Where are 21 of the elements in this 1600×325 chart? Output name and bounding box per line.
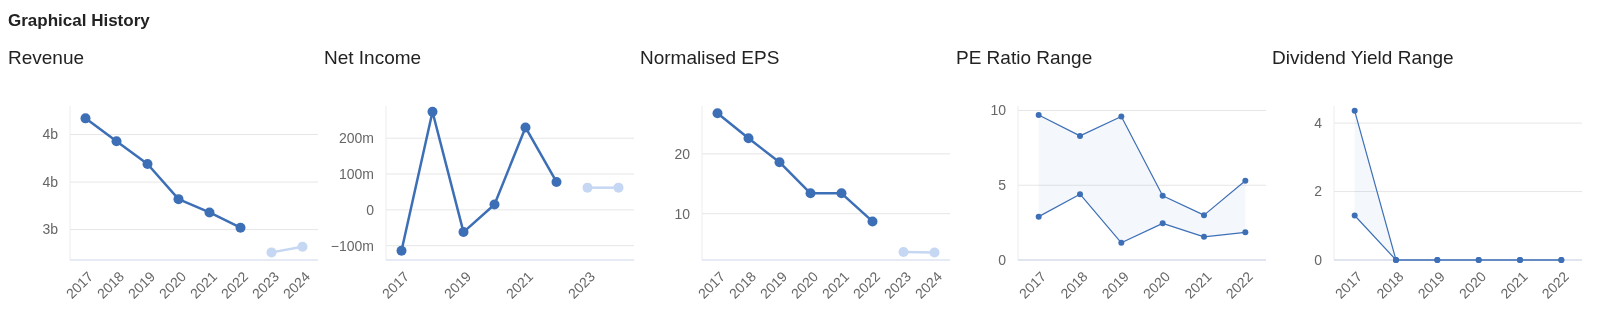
y-tick-label: 10 [674,205,691,222]
y-tick-label: 0 [1314,251,1323,268]
y-tick-label: 0 [366,201,375,218]
chart-title: Dividend Yield Range [1272,47,1454,68]
chart-title: Revenue [8,47,85,68]
y-tick-label: −100m [330,237,374,254]
y-tick-label: 200m [338,130,374,147]
chart-title: Normalised EPS [640,47,780,68]
chart-title: Net Income [324,47,422,68]
y-tick-label: 20 [674,145,691,162]
text: Graphical History [8,11,151,30]
chart-title: PE Ratio Range [956,47,1093,68]
y-tick-label: 10 [990,102,1007,119]
y-tick-label: 5 [998,177,1007,194]
y-tick-label: 0 [998,251,1007,268]
y-tick-label: 3b [42,221,59,238]
y-tick-label: 4b [42,126,59,143]
y-tick-label: 4 [1314,115,1323,132]
y-tick-label: 4b [42,173,59,190]
y-tick-label: 100m [338,165,374,182]
y-tick-label: 2 [1314,183,1323,200]
